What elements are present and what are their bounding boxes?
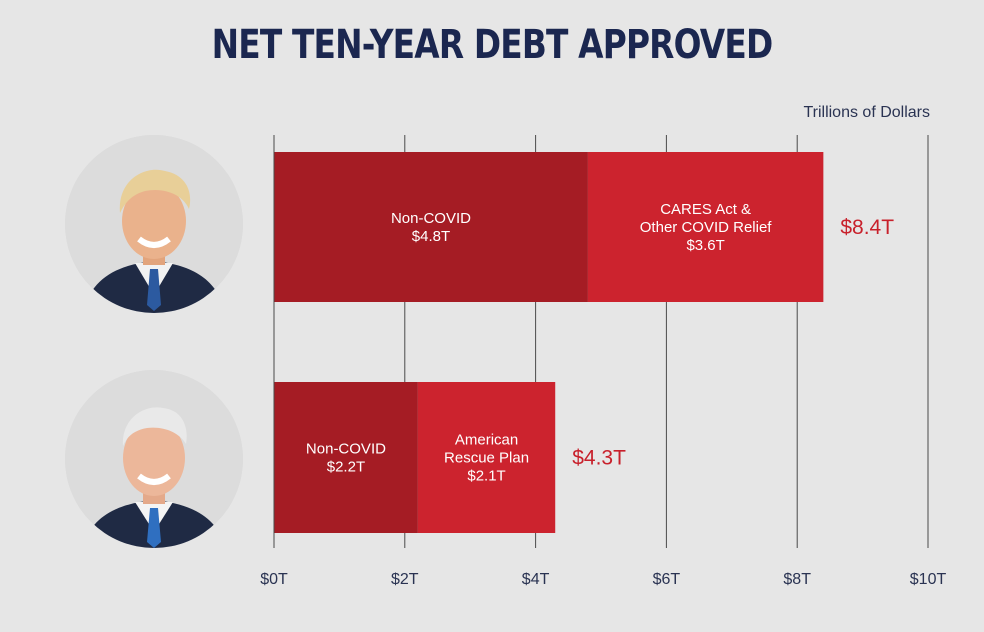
segment-label: $4.8T [412, 228, 450, 245]
segment-label: American [455, 432, 518, 449]
x-tick-label: $2T [391, 571, 419, 588]
segment-label: $3.6T [686, 237, 724, 254]
segment-label: Non-COVID [391, 210, 471, 227]
unit-label: Trillions of Dollars [803, 104, 930, 121]
x-tick-label: $8T [783, 571, 811, 588]
avatar-bottom-portrait [65, 370, 243, 548]
portrait-icon [65, 135, 243, 313]
avatar-top-portrait [65, 135, 243, 313]
segment-label: CARES Act & [660, 201, 751, 218]
x-tick-label: $10T [910, 571, 947, 588]
segment-label: Rescue Plan [444, 450, 529, 467]
segment-label: $2.1T [467, 468, 505, 485]
chart-title: NET TEN-YEAR DEBT APPROVED [211, 22, 774, 68]
x-tick-label: $6T [653, 571, 681, 588]
bar-total-label: $8.4T [840, 216, 894, 239]
bar-segment [417, 382, 556, 533]
x-tick-label: $0T [260, 571, 288, 588]
segment-label: Non-COVID [306, 441, 386, 458]
segment-label: Other COVID Relief [640, 219, 773, 236]
bar-segment [587, 152, 824, 302]
bar-segment [274, 152, 588, 302]
segment-label: $2.2T [327, 459, 365, 476]
x-tick-label: $4T [522, 571, 550, 588]
bar-total-label: $4.3T [572, 447, 626, 470]
portrait-icon [65, 370, 243, 548]
bar-segment [274, 382, 418, 533]
